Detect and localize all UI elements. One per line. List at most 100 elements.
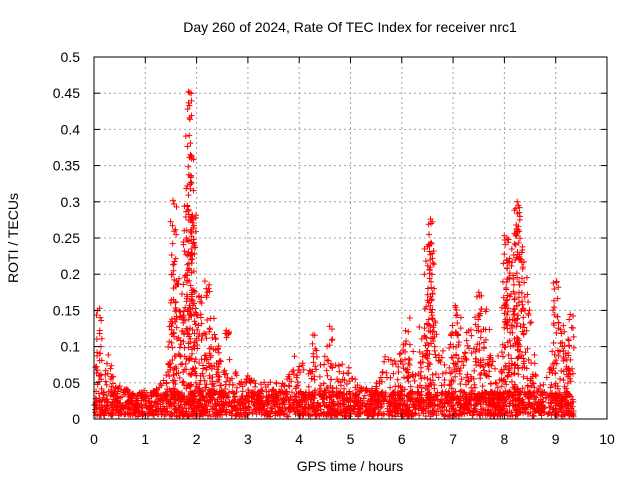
data-point — [566, 316, 573, 323]
data-point — [519, 298, 526, 305]
data-point — [520, 373, 527, 380]
data-point — [338, 408, 345, 415]
data-point — [288, 389, 295, 396]
data-point — [287, 394, 294, 401]
data-point — [169, 240, 176, 247]
data-point — [390, 396, 397, 403]
data-point — [212, 400, 219, 407]
data-point — [520, 314, 527, 321]
data-point — [530, 413, 537, 420]
data-point — [156, 384, 163, 391]
data-point — [505, 236, 512, 243]
data-point — [163, 405, 170, 412]
data-point — [430, 248, 437, 255]
data-point — [447, 381, 454, 388]
data-point — [560, 354, 567, 361]
data-point — [543, 374, 550, 381]
data-point — [313, 409, 320, 416]
data-point — [535, 399, 542, 406]
data-point — [152, 398, 159, 405]
data-point — [93, 363, 100, 370]
data-point — [110, 393, 117, 400]
data-point — [184, 203, 191, 210]
data-point — [410, 404, 417, 411]
data-point — [98, 357, 105, 364]
data-point — [412, 410, 419, 417]
data-point — [154, 390, 161, 397]
data-point — [251, 406, 258, 413]
data-point — [511, 240, 518, 247]
data-point — [246, 398, 253, 405]
data-point — [462, 350, 469, 357]
data-point — [234, 384, 241, 391]
data-point — [515, 371, 522, 378]
data-point — [267, 410, 274, 417]
data-point — [297, 388, 304, 395]
data-point — [550, 322, 557, 329]
data-point — [515, 347, 522, 354]
data-point — [273, 394, 280, 401]
data-point — [213, 360, 220, 367]
data-point — [175, 402, 182, 409]
data-point — [527, 320, 534, 327]
data-point — [177, 390, 184, 397]
data-point — [202, 401, 209, 408]
data-point — [457, 380, 464, 387]
data-point — [395, 368, 402, 375]
data-point — [109, 412, 116, 419]
data-point — [205, 360, 212, 367]
data-point — [344, 407, 351, 414]
data-point — [285, 382, 292, 389]
data-point — [475, 311, 482, 318]
data-point — [178, 397, 185, 404]
data-point — [174, 336, 181, 343]
data-point — [524, 345, 531, 352]
data-point — [498, 349, 505, 356]
data-point — [339, 361, 346, 368]
data-point — [334, 412, 341, 419]
data-point — [402, 340, 409, 347]
data-point — [174, 280, 181, 287]
data-point — [565, 350, 572, 357]
data-point — [181, 331, 188, 338]
data-point — [320, 411, 327, 418]
data-point — [203, 294, 210, 301]
data-point — [416, 349, 423, 356]
data-point — [123, 387, 130, 394]
data-point — [159, 409, 166, 416]
data-point — [180, 241, 187, 248]
data-point — [419, 396, 426, 403]
data-point — [515, 337, 522, 344]
data-point — [204, 317, 211, 324]
data-point — [546, 366, 553, 373]
data-point — [517, 256, 524, 263]
data-point — [494, 389, 501, 396]
data-point — [183, 400, 190, 407]
data-point — [170, 261, 177, 268]
data-point — [326, 342, 333, 349]
data-point — [515, 335, 522, 342]
data-point — [181, 248, 188, 255]
data-point — [532, 408, 539, 415]
data-point — [482, 336, 489, 343]
data-point — [477, 363, 484, 370]
data-point — [273, 380, 280, 387]
points-layer — [91, 88, 577, 420]
data-point — [478, 292, 485, 299]
data-point — [472, 393, 479, 400]
data-point — [428, 400, 435, 407]
data-point — [109, 373, 116, 380]
data-point — [363, 385, 370, 392]
data-point — [189, 256, 196, 263]
data-point — [168, 252, 175, 259]
data-point — [406, 314, 413, 321]
data-point — [103, 403, 110, 410]
data-point — [195, 293, 202, 300]
data-point — [471, 367, 478, 374]
data-point — [286, 397, 293, 404]
data-point — [523, 327, 530, 334]
data-point — [488, 388, 495, 395]
data-point — [187, 325, 194, 332]
data-point — [421, 374, 428, 381]
data-point — [500, 353, 507, 360]
